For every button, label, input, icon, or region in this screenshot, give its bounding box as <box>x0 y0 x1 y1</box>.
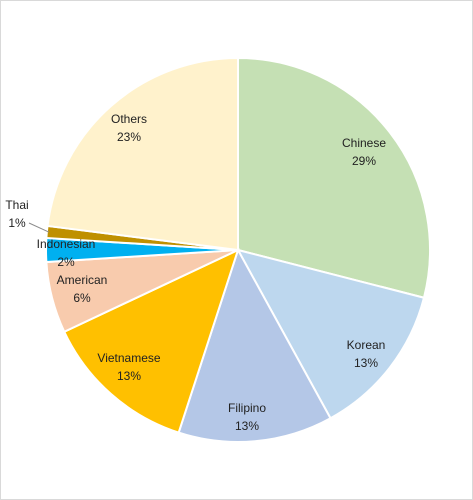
slice-percent-american: 6% <box>73 291 91 305</box>
slice-percent-vietnamese: 13% <box>117 369 141 383</box>
pie-slice-filipino <box>177 247 332 443</box>
slice-name-thai: Thai <box>5 198 28 212</box>
slice-percent-thai: 1% <box>8 216 26 230</box>
slice-percent-korean: 13% <box>354 356 378 370</box>
slice-label-others: Others 23% <box>111 112 147 144</box>
slice-percent-others: 23% <box>117 130 141 144</box>
slice-name-others: Others <box>111 112 147 126</box>
pie-slice-chinese <box>237 56 431 299</box>
slice-label-korean: Korean 13% <box>347 338 386 370</box>
slice-label-chinese: Chinese 29% <box>342 136 386 168</box>
slice-label-vietnamese: Vietnamese 13% <box>97 351 160 383</box>
leader-line-thai <box>28 222 50 233</box>
slice-percent-filipino: 13% <box>235 419 259 433</box>
pie-slice-korean <box>236 248 426 420</box>
slice-name-chinese: Chinese <box>342 136 386 150</box>
slice-name-indonesian: Indonesian <box>37 237 96 251</box>
slice-percent-chinese: 29% <box>352 154 376 168</box>
slice-name-korean: Korean <box>347 338 386 352</box>
slice-label-thai: Thai 1% <box>5 198 28 230</box>
pie-slice-vietnamese <box>62 248 240 434</box>
slice-name-filipino: Filipino <box>228 401 266 415</box>
slice-label-filipino: Filipino 13% <box>228 401 266 433</box>
slice-label-american: American 6% <box>57 273 108 305</box>
slice-name-vietnamese: Vietnamese <box>97 351 160 365</box>
pie-slice-others <box>46 56 239 252</box>
slice-percent-indonesian: 2% <box>57 255 75 269</box>
slice-label-indonesian: Indonesian 2% <box>37 237 96 269</box>
slice-name-american: American <box>57 273 108 287</box>
